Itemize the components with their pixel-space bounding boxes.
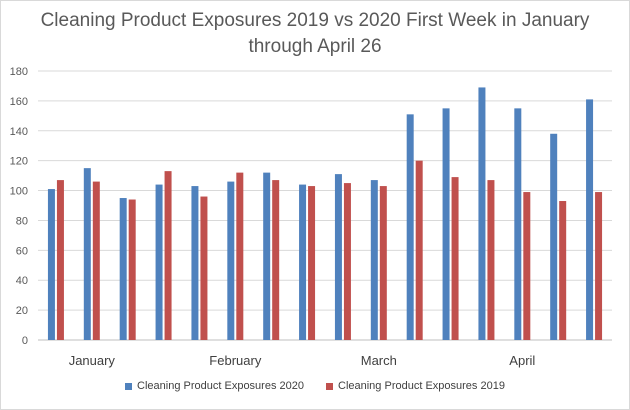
legend-label-2019: Cleaning Product Exposures 2019	[338, 380, 505, 392]
y-tick-label-160: 160	[10, 96, 28, 108]
bar-2020-week-14	[514, 108, 522, 340]
bar-2019-week-1	[56, 180, 64, 340]
x-label-february: February	[209, 353, 262, 368]
legend-swatch-2019	[326, 382, 333, 390]
y-tick-label-60: 60	[16, 245, 28, 257]
bars	[47, 87, 603, 341]
bar-2019-week-10	[379, 186, 387, 340]
bar-2019-week-15	[559, 201, 567, 340]
bar-2020-week-16	[586, 99, 594, 341]
bar-2020-week-11	[406, 114, 414, 340]
x-label-january: January	[69, 353, 116, 368]
y-tick-label-100: 100	[10, 186, 28, 198]
y-tick-label-20: 20	[16, 305, 28, 317]
bar-2020-week-15	[550, 133, 558, 340]
bar-2019-week-13	[487, 180, 495, 340]
bar-2020-week-7	[263, 172, 271, 340]
bar-2019-week-5	[200, 196, 208, 340]
bar-2020-week-9	[334, 174, 342, 340]
y-tick-label-0: 0	[22, 335, 28, 347]
bar-2019-week-3	[128, 199, 136, 340]
legend-label-2020: Cleaning Product Exposures 2020	[137, 380, 304, 392]
x-label-march: March	[361, 353, 397, 368]
y-tick-label-40: 40	[16, 275, 28, 287]
bar-2020-week-5	[191, 186, 199, 340]
bar-2019-week-7	[272, 180, 280, 340]
legend: Cleaning Product Exposures 2020 Cleaning…	[0, 380, 630, 392]
chart-title: Cleaning Product Exposures 2019 vs 2020 …	[0, 8, 630, 60]
y-tick-label-180: 180	[10, 66, 28, 78]
bar-2019-week-8	[308, 186, 316, 340]
bar-2019-week-14	[523, 192, 531, 340]
bar-2019-week-6	[236, 172, 244, 340]
chart-title-line-1: Cleaning Product Exposures 2019 vs 2020 …	[40, 10, 590, 31]
y-tick-label-80: 80	[16, 215, 28, 227]
legend-swatch-2020	[125, 382, 133, 390]
bar-2020-week-4	[155, 184, 163, 340]
y-axis-ticks: 0 20 40 60 80 100 120 140 160 180	[10, 66, 28, 347]
x-label-april: April	[509, 353, 535, 368]
bar-2020-week-13	[478, 87, 486, 340]
legend-item-2019: Cleaning Product Exposures 2019	[326, 380, 505, 392]
bar-2019-week-4	[164, 171, 172, 340]
legend-item-2020: Cleaning Product Exposures 2020	[125, 380, 304, 392]
bar-2020-week-8	[299, 184, 307, 340]
bar-2020-week-6	[227, 181, 235, 340]
bar-2020-week-10	[370, 180, 378, 340]
chart-title-line-2: through April 26	[248, 36, 382, 57]
bar-2019-week-12	[451, 177, 459, 340]
bar-2020-week-2	[83, 168, 91, 340]
bar-2020-week-1	[47, 189, 55, 340]
bar-2020-week-3	[119, 198, 127, 340]
bar-2020-week-12	[442, 108, 450, 340]
bar-2019-week-9	[343, 183, 351, 340]
bar-2019-week-2	[92, 181, 100, 340]
y-tick-label-120: 120	[10, 156, 28, 168]
y-tick-label-140: 140	[10, 126, 28, 138]
bar-2019-week-11	[415, 160, 423, 340]
bar-2019-week-16	[595, 192, 603, 340]
x-axis-labels: January February March April	[69, 353, 536, 368]
